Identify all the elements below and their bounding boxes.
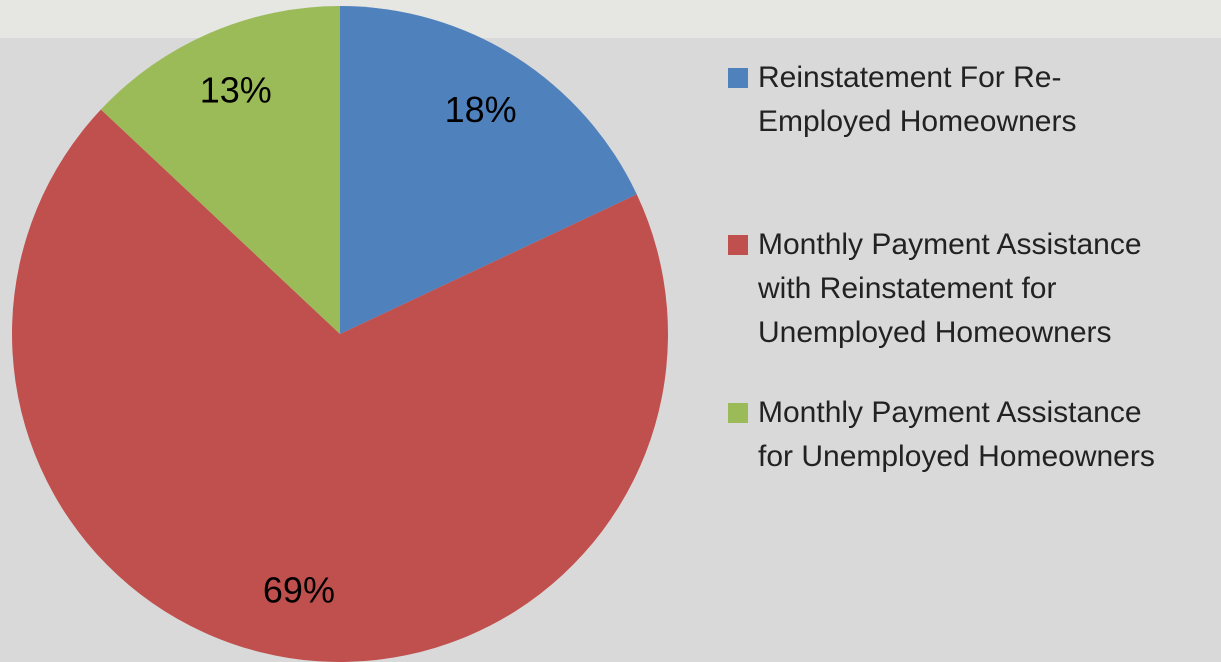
legend-entry: Monthly Payment Assistance with Reinstat… bbox=[728, 223, 1158, 355]
legend-swatch bbox=[728, 403, 748, 423]
pie-slice bbox=[11, 109, 668, 662]
pie-slice bbox=[100, 6, 341, 334]
chart: 18% 69% 13% bbox=[11, 6, 668, 662]
legend-entry: Monthly Payment Assistance for Unemploye… bbox=[728, 391, 1158, 479]
legend-entry: Reinstatement For Re-Employed Homeowners bbox=[728, 56, 1158, 144]
legend-swatch bbox=[728, 235, 748, 255]
legend-label: Reinstatement For Re-Employed Homeowners bbox=[758, 61, 1077, 138]
data-label: 13% bbox=[200, 70, 272, 111]
data-label: 69% bbox=[263, 570, 335, 611]
legend-swatch bbox=[728, 68, 748, 88]
legend-label: Monthly Payment Assistance for Unemploye… bbox=[758, 396, 1155, 473]
pie-slice bbox=[340, 6, 637, 334]
top-band bbox=[0, 0, 1221, 38]
legend-label: Monthly Payment Assistance with Reinstat… bbox=[758, 228, 1142, 349]
data-label: 18% bbox=[445, 89, 517, 130]
